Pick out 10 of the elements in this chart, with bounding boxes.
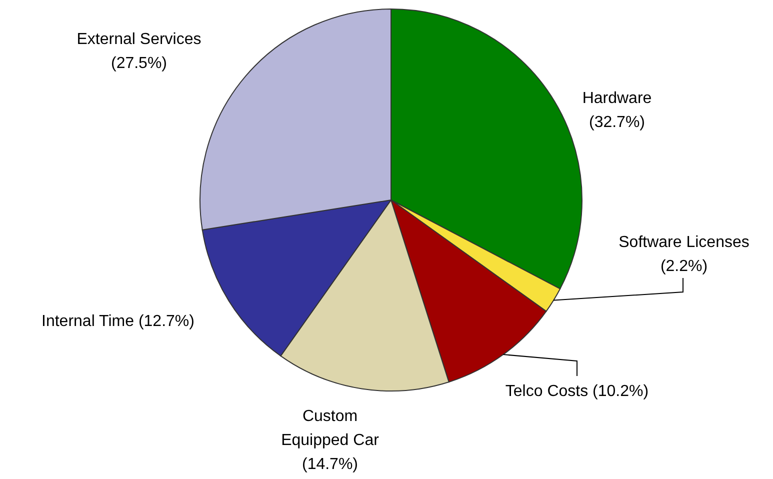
slice-label: Software Licenses: [618, 234, 750, 251]
slice-label: Internal Time (12.7%): [42, 313, 194, 330]
data-label: (2.2%): [660, 258, 708, 275]
data-label: (27.5%): [110, 55, 168, 72]
data-label: (32.7%): [588, 114, 646, 131]
slice-label: External Services: [76, 31, 202, 48]
slice-label: Custom Equipped Car: [281, 408, 380, 449]
data-label: (14.7%): [302, 456, 358, 473]
slice-label: Telco Costs (10.2%): [505, 383, 649, 400]
slice-label: Hardware: [582, 90, 652, 107]
